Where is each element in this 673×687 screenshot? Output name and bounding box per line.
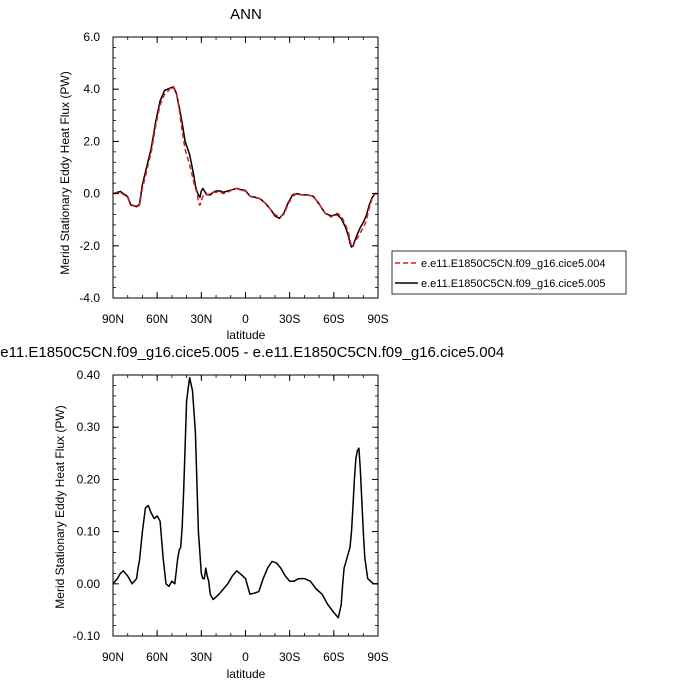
top-panel: ANN 90N 60N 30N 0 30S 60S 90S -4.0 -2.0 0.0 2.0 4.0… [58,6,389,342]
bottom-y-tick-label: 0.00 [77,577,101,591]
top-x-tick-label: 30S [279,312,300,326]
bottom-x-tick-label: 0 [242,650,249,664]
legend-box [391,250,627,295]
top-y-tick-label: 0.0 [83,187,100,201]
bottom-y-tick-label: 0.40 [77,368,101,382]
top-ylabel: Merid Stationary Eddy Heat Flux (PW) [58,71,72,274]
bottom-plot-frame [112,374,379,637]
legend-label-series-1: e.e11.E1850C5CN.f09_g16.cice5.004 [421,258,606,270]
bottom-panel: e.e11.E1850C5CN.f09_g16.cice5.005 - e.e1… [0,344,504,681]
bottom-x-tick-label: 90S [367,650,388,664]
bottom-plot-area [112,376,378,619]
bottom-xlabel: latitude [227,667,266,681]
bottom-x-tick-label: 30S [279,650,300,664]
top-x-tick-label: 0 [242,312,249,326]
legend: e.e11.E1850C5CN.f09_g16.cice5.004 e.e11.… [391,250,627,295]
top-plot-frame [112,36,379,299]
top-x-tick-label: 90N [102,312,124,326]
top-xlabel: latitude [227,328,266,342]
top-x-tick-label: 30N [190,312,212,326]
bottom-x-tick-label: 30N [190,650,212,664]
bottom-x-tick-label: 60N [146,650,168,664]
top-chart-title: ANN [230,6,262,23]
bottom-x-tick-label: 90N [102,650,124,664]
bottom-x-tick-label: 60S [323,650,344,664]
bottom-axis-ticks: 90N 60N 30N 0 30S 60S 90S -0.10 0.00 0.10 0.20 0.30… [73,368,389,664]
bottom-chart-title: e.e11.E1850C5CN.f09_g16.cice5.005 - e.e1… [0,344,504,361]
top-x-tick-label: 60N [146,312,168,326]
top-y-tick-label: 4.0 [83,82,100,96]
bottom-y-tick-label: 0.10 [77,525,101,539]
top-y-tick-label: 2.0 [83,134,100,148]
top-series-line-2 [112,86,378,248]
top-series-line-1 [112,85,378,248]
top-axis-ticks: 90N 60N 30N 0 30S 60S 90S -4.0 -2.0 0.0 2.0 4.0 6.0 [79,30,388,326]
top-plot-area [112,85,378,248]
top-y-tick-label: -2.0 [79,239,100,253]
bottom-y-tick-label: 0.20 [77,472,101,486]
bottom-ylabel: Merid Stationary Eddy Heat Flux (PW) [53,405,67,608]
top-y-tick-label: -4.0 [79,291,100,305]
bottom-y-tick-label: 0.30 [77,420,101,434]
bottom-y-tick-label: -0.10 [73,629,101,643]
top-y-tick-label: 6.0 [83,30,100,44]
legend-label-series-2: e.e11.E1850C5CN.f09_g16.cice5.005 [421,278,606,290]
top-x-tick-label: 90S [367,312,388,326]
top-x-tick-label: 60S [323,312,344,326]
bottom-series-line-1 [112,376,378,619]
